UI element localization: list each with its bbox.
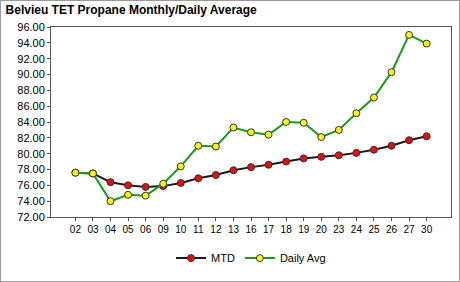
svg-text:Belvieu TET Propane Monthly/Da: Belvieu TET Propane Monthly/Daily Averag… <box>6 3 257 17</box>
svg-text:13: 13 <box>228 224 240 235</box>
svg-text:18: 18 <box>281 224 293 235</box>
svg-text:12: 12 <box>210 224 222 235</box>
svg-text:94.00: 94.00 <box>17 37 45 49</box>
svg-text:74.00: 74.00 <box>17 195 45 207</box>
svg-text:Daily Avg: Daily Avg <box>280 252 326 264</box>
svg-text:78.00: 78.00 <box>17 163 45 175</box>
svg-text:76.00: 76.00 <box>17 179 45 191</box>
svg-text:82.00: 82.00 <box>17 132 45 144</box>
svg-text:17: 17 <box>263 224 275 235</box>
svg-text:23: 23 <box>333 224 345 235</box>
svg-text:88.00: 88.00 <box>17 84 45 96</box>
svg-text:92.00: 92.00 <box>17 53 45 65</box>
svg-text:90.00: 90.00 <box>17 68 45 80</box>
svg-text:86.00: 86.00 <box>17 100 45 112</box>
svg-text:30: 30 <box>421 224 433 235</box>
svg-text:11: 11 <box>193 224 204 235</box>
svg-text:16: 16 <box>245 224 257 235</box>
svg-text:09: 09 <box>158 224 170 235</box>
svg-text:04: 04 <box>105 224 117 235</box>
svg-text:03: 03 <box>87 224 99 235</box>
svg-text:24: 24 <box>351 224 363 235</box>
svg-text:MTD: MTD <box>211 252 235 264</box>
svg-text:05: 05 <box>122 224 134 235</box>
svg-text:80.00: 80.00 <box>17 148 45 160</box>
svg-text:96.00: 96.00 <box>17 21 45 33</box>
svg-text:72.00: 72.00 <box>17 211 45 223</box>
svg-text:27: 27 <box>403 224 415 235</box>
svg-text:25: 25 <box>368 224 380 235</box>
svg-text:84.00: 84.00 <box>17 116 45 128</box>
svg-text:06: 06 <box>140 224 152 235</box>
svg-text:26: 26 <box>386 224 398 235</box>
svg-text:10: 10 <box>175 224 187 235</box>
svg-text:02: 02 <box>70 224 82 235</box>
svg-text:20: 20 <box>316 224 328 235</box>
svg-text:19: 19 <box>298 224 310 235</box>
